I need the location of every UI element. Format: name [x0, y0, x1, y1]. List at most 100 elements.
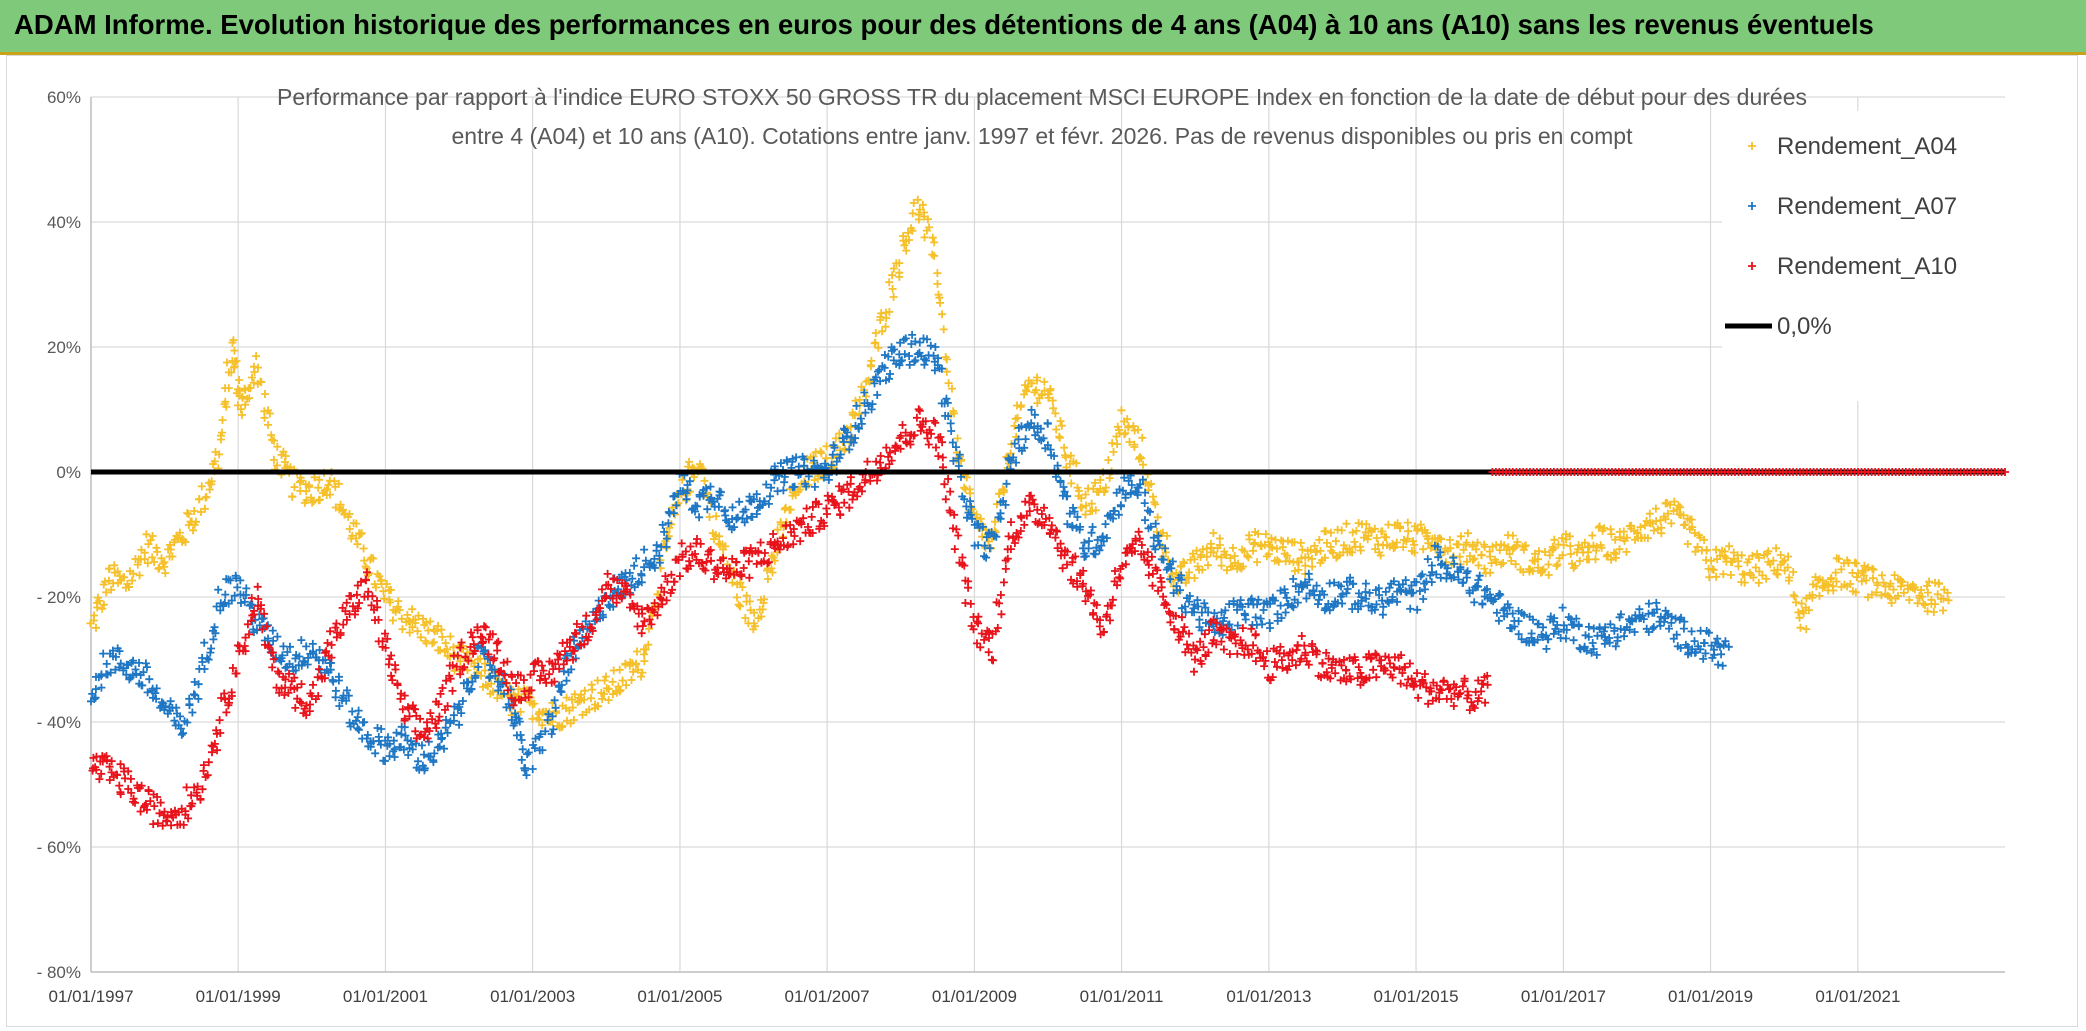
data-point	[1148, 569, 1157, 578]
data-point	[1538, 566, 1547, 575]
data-point	[1437, 535, 1446, 544]
data-point	[1068, 522, 1077, 530]
data-point	[181, 807, 190, 816]
data-point	[190, 507, 199, 515]
data-point	[1549, 629, 1558, 638]
data-point	[1250, 538, 1259, 547]
data-point	[1092, 601, 1101, 609]
data-point	[534, 657, 543, 666]
data-point	[886, 448, 894, 457]
data-point	[1534, 563, 1542, 572]
data-point	[1056, 476, 1065, 485]
data-point	[1477, 551, 1486, 560]
data-point	[1342, 665, 1351, 674]
data-point	[342, 615, 351, 624]
data-point	[1270, 596, 1279, 605]
data-point	[1226, 554, 1235, 562]
legend-label: Rendement_A10	[1777, 253, 1957, 280]
data-point	[1134, 425, 1142, 434]
data-point	[467, 628, 475, 637]
data-point	[657, 583, 666, 592]
data-point	[1852, 559, 1861, 568]
data-point	[936, 298, 945, 307]
data-point	[158, 821, 167, 830]
data-point	[1085, 537, 1093, 546]
data-point	[1477, 687, 1486, 696]
data-point	[107, 757, 116, 766]
data-point	[1483, 585, 1491, 593]
data-point	[1572, 614, 1581, 623]
data-point	[448, 686, 457, 695]
data-point	[215, 450, 224, 459]
data-point	[1095, 546, 1104, 555]
data-point	[1229, 597, 1238, 606]
data-point	[1558, 534, 1566, 543]
data-point	[129, 794, 138, 803]
data-point	[1754, 553, 1763, 562]
data-point	[1452, 683, 1461, 692]
data-point	[1716, 642, 1724, 651]
data-point	[1707, 556, 1716, 565]
data-point	[231, 669, 240, 678]
data-point	[932, 443, 940, 452]
data-point	[233, 583, 242, 592]
data-point	[284, 688, 293, 697]
data-point	[1009, 453, 1018, 462]
data-point	[1905, 596, 1914, 604]
data-point	[1458, 682, 1467, 691]
data-point	[1718, 661, 1727, 670]
data-point	[1243, 551, 1252, 560]
data-point	[1356, 602, 1365, 611]
data-point	[1454, 540, 1463, 549]
data-point	[1381, 666, 1390, 675]
data-point	[192, 788, 201, 797]
data-point	[1397, 651, 1406, 660]
data-point	[1661, 515, 1670, 524]
data-point	[997, 610, 1006, 619]
data-point	[441, 639, 450, 648]
data-point	[1096, 476, 1105, 484]
data-point	[201, 493, 210, 502]
data-point	[710, 575, 718, 584]
data-point	[1389, 577, 1398, 586]
data-point	[269, 655, 278, 664]
data-point	[281, 452, 290, 460]
data-point	[326, 665, 335, 674]
data-point	[1719, 570, 1728, 579]
x-tick-label: 01/01/1999	[196, 987, 281, 1006]
data-point	[1192, 546, 1201, 555]
data-point	[736, 578, 745, 587]
data-point	[1149, 492, 1157, 501]
data-point	[184, 814, 193, 823]
data-point	[1619, 527, 1628, 536]
data-point	[336, 500, 345, 509]
data-point	[633, 665, 642, 674]
data-point	[467, 685, 476, 694]
data-point	[385, 595, 394, 604]
data-point	[1308, 640, 1317, 648]
data-point	[934, 452, 943, 461]
data-point	[1153, 513, 1162, 522]
data-point	[204, 758, 213, 767]
data-point	[925, 223, 934, 232]
data-point	[253, 582, 262, 591]
data-point	[911, 337, 920, 346]
data-point	[828, 450, 837, 459]
data-point	[739, 564, 748, 572]
data-point	[1475, 571, 1484, 580]
data-point	[308, 639, 317, 648]
data-point	[497, 667, 505, 675]
data-point	[808, 503, 817, 511]
data-point	[763, 575, 772, 583]
y-tick-label: 0%	[56, 463, 81, 482]
data-point	[557, 688, 566, 696]
data-point	[1402, 681, 1411, 690]
data-point	[888, 271, 897, 280]
data-point	[1857, 577, 1866, 586]
data-point	[901, 428, 910, 437]
x-tick-label: 01/01/2005	[637, 987, 722, 1006]
data-point	[449, 711, 458, 720]
data-point	[200, 504, 209, 513]
data-point	[580, 640, 589, 649]
data-point	[495, 668, 504, 676]
